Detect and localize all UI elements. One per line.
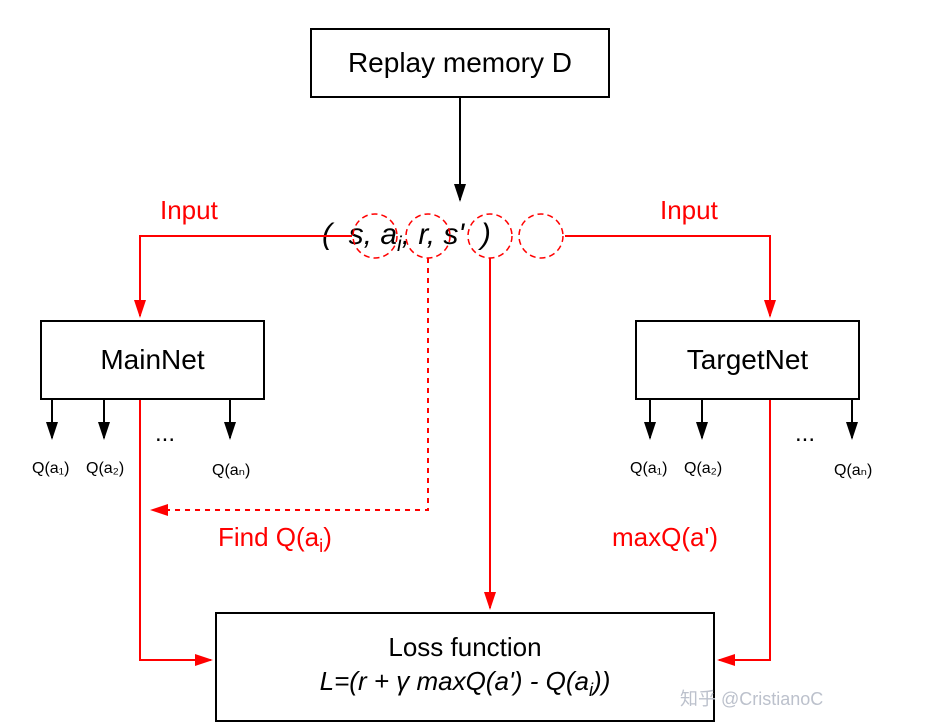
q-a2-left: Q(a₂): [86, 460, 124, 478]
find-q-label: Find Q(ai): [218, 522, 332, 557]
q-a1-right: Q(a₁): [630, 460, 667, 478]
replay-memory-text: Replay memory D: [348, 47, 572, 79]
input-right-label: Input: [660, 195, 718, 226]
loss-text: Loss function L=(r + γ maxQ(a') - Q(ai)): [320, 631, 611, 703]
watermark: 知乎 @CristianoC: [680, 685, 823, 711]
q-an-right: Q(aₙ): [834, 460, 872, 480]
dots-right: ...: [795, 420, 815, 448]
targetnet-text: TargetNet: [687, 344, 808, 376]
targetnet-box: TargetNet: [635, 320, 860, 400]
q-a1-left: Q(a₁): [32, 460, 69, 478]
mainnet-text: MainNet: [100, 344, 204, 376]
dots-left: ...: [155, 420, 175, 448]
mainnet-box: MainNet: [40, 320, 265, 400]
q-an-left: Q(aₙ): [212, 460, 250, 480]
max-q-label: maxQ(a'): [612, 522, 718, 553]
tuple-text: ( s, ai, r, s' ): [322, 218, 491, 257]
replay-memory-box: Replay memory D: [310, 28, 610, 98]
input-left-label: Input: [160, 195, 218, 226]
q-a2-right: Q(a₂): [684, 460, 722, 478]
loss-box: Loss function L=(r + γ maxQ(a') - Q(ai)): [215, 612, 715, 722]
